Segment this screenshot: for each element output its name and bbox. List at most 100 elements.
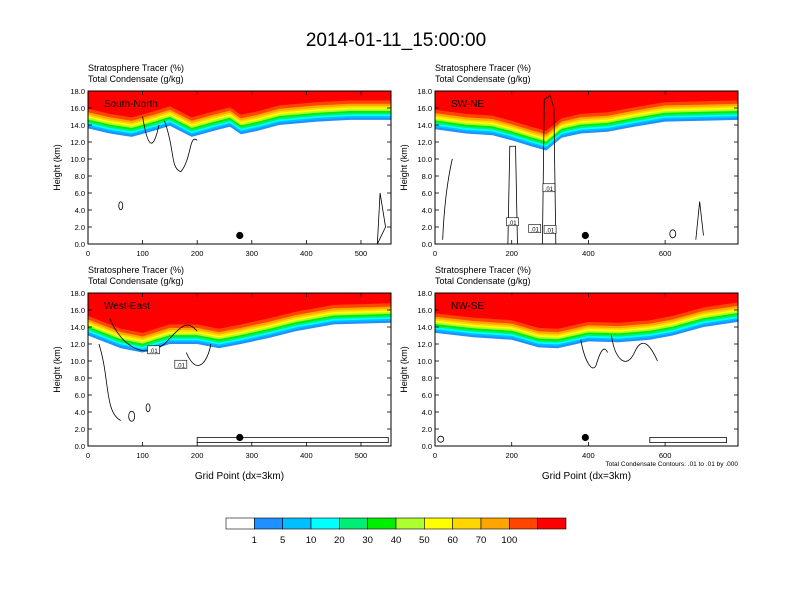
variable-label: Stratosphere Tracer (%) [88,265,184,275]
plot-frame [434,292,739,447]
y-tick-label: 6.0 [422,391,432,400]
colorbar-label: 70 [476,535,487,546]
y-tick-label: 0.0 [422,240,432,249]
contour-label: .01 [531,228,540,234]
y-tick-label: 18.0 [417,87,432,96]
overlay-label: Total Condensate (g/kg) [435,276,531,286]
contour-line [185,343,212,366]
condensate-contours [437,335,727,443]
colorbar-label: 100 [501,535,517,546]
y-tick-label: 2.0 [422,223,432,232]
tracer-band [88,293,391,333]
x-tick-label: 200 [191,451,204,460]
y-tick-label: 4.0 [422,206,432,215]
y-axis-label: Height (km) [399,346,409,393]
x-tick-label: 600 [659,451,672,460]
y-tick-label: 16.0 [417,306,432,315]
colorbar-swatch [424,517,453,530]
condensate-contours [442,94,704,244]
x-axis-label: Grid Point (dx=3km) [195,471,284,482]
x-tick-label: 500 [355,451,368,460]
y-tick-label: 8.0 [422,374,432,383]
colorbar-swatch [395,517,425,530]
x-tick-label: 300 [246,249,259,258]
colorbar-swatch [339,517,368,530]
y-tick-label: 0.0 [75,240,85,249]
x-tick-label: 0 [433,249,437,258]
section-label: NW-SE [451,301,484,312]
tracer-band [88,91,391,118]
y-tick-label: 10.0 [417,155,432,164]
tracer-band [435,91,738,131]
contour-line [376,192,386,244]
y-tick-label: 14.0 [417,323,432,332]
y-tick-label: 18.0 [417,289,432,298]
y-tick-label: 4.0 [75,408,85,417]
location-marker [581,231,589,240]
contour-line [669,229,677,239]
colorbar-swatch [452,517,482,530]
y-tick-label: 12.0 [70,340,85,349]
contour-line [611,335,658,362]
colorbar-label: 50 [419,535,430,546]
y-tick-label: 18.0 [70,289,85,298]
contour-label-box [528,224,542,233]
colorbar-swatch [282,517,312,530]
colorbar-swatch [537,517,567,530]
contour-line [109,318,198,352]
y-tick-label: 4.0 [75,206,85,215]
colorbar-swatch [480,517,510,530]
x-tick-label: 0 [433,451,437,460]
y-axis-label: Height (km) [399,144,409,191]
cross-section-panel: Stratosphere Tracer (%)Total Condensate … [52,265,392,482]
y-tick-label: 0.0 [75,442,85,451]
contour-label: .01 [177,363,186,369]
y-tick-label: 2.0 [75,425,85,434]
y-tick-label: 12.0 [417,340,432,349]
cross-section-panel: Stratosphere Tracer (%)Total Condensate … [399,63,739,258]
y-tick-label: 6.0 [75,391,85,400]
x-tick-label: 0 [86,451,90,460]
contour-line [442,158,453,240]
colorbar-label: 5 [280,535,285,546]
colorbar-label: 1 [252,535,257,546]
colorbar-swatch [509,517,538,530]
section-label: South-North [104,99,158,110]
contour-line [128,410,136,422]
y-tick-label: 6.0 [75,189,85,198]
y-tick-label: 18.0 [70,87,85,96]
colorbar-swatch [367,517,397,530]
contour-label: .01 [149,349,158,355]
contour-label-box [147,345,160,355]
variable-label: Stratosphere Tracer (%) [435,265,531,275]
cross-section-panel: Stratosphere Tracer (%)Total Condensate … [52,63,392,258]
contour-label: .01 [545,187,554,193]
x-tick-label: 100 [136,451,149,460]
contour-line [98,343,121,421]
colorbar: 1 5 10 20 30 40 50 60 70 100 [225,517,567,546]
colorbar-label: 30 [362,535,373,546]
y-tick-label: 16.0 [417,104,432,113]
y-tick-label: 10.0 [70,357,85,366]
page-title: 2014-01-11_15:00:00 [305,30,487,51]
x-tick-label: 400 [582,249,595,258]
x-tick-label: 200 [505,451,518,460]
y-tick-label: 10.0 [417,357,432,366]
contour-label-box [174,359,188,369]
section-label: West-East [104,301,150,312]
x-tick-label: 200 [505,249,518,258]
y-tick-label: 0.0 [422,442,432,451]
contour-line [118,201,124,211]
tracer-fill [435,91,738,151]
x-tick-label: 200 [191,249,204,258]
contour-line [695,201,704,240]
variable-label: Stratosphere Tracer (%) [88,63,184,73]
contour-label-box [542,183,556,193]
plot-frame [434,90,739,245]
y-tick-label: 8.0 [75,172,85,181]
y-tick-label: 12.0 [417,138,432,147]
y-tick-label: 14.0 [70,323,85,332]
colorbar-label: 20 [334,535,345,546]
tracer-fill [435,293,738,349]
tracer-band [435,293,738,329]
